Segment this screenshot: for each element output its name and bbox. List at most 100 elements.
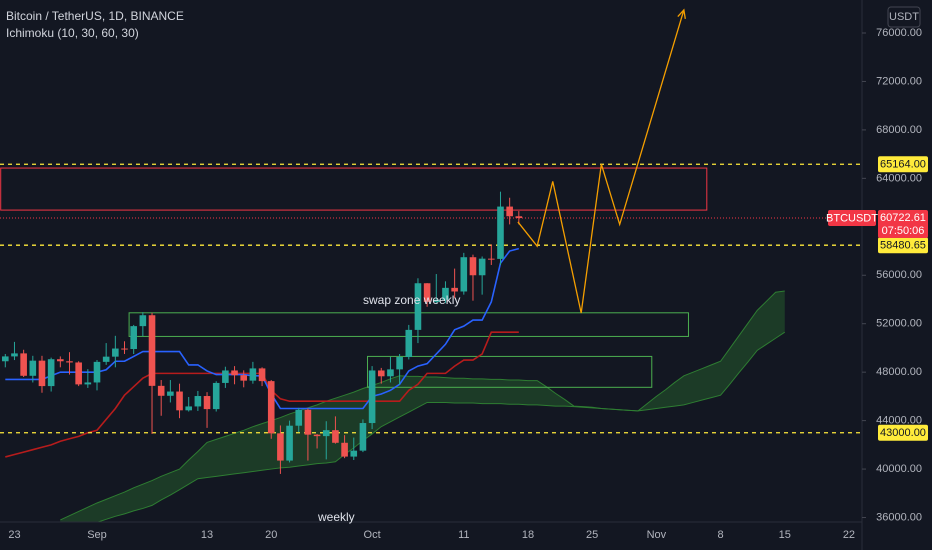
currency-box[interactable] — [887, 6, 921, 28]
candle-body — [350, 450, 358, 457]
annotation: weekly — [317, 510, 355, 524]
y-tick-label: 64000.00 — [876, 172, 922, 184]
candle-body — [258, 368, 266, 382]
candle-body — [240, 375, 248, 381]
candle-body — [313, 434, 321, 437]
candle-body — [359, 423, 367, 451]
candle-body — [249, 368, 257, 381]
candle-body — [66, 361, 73, 363]
x-tick-label: 8 — [717, 529, 723, 541]
symbol-label: BTCUSDT — [826, 212, 878, 224]
price-tag — [878, 424, 928, 441]
candle-body — [286, 425, 293, 461]
candle-body — [497, 206, 504, 259]
candle-body — [167, 391, 174, 396]
candle-body — [515, 216, 523, 219]
projection-path — [517, 9, 685, 314]
candle-body — [194, 396, 202, 407]
y-tick-label: 52000.00 — [876, 318, 922, 330]
zone-box — [0, 167, 708, 211]
price-tag — [878, 210, 928, 239]
candle-body — [396, 357, 403, 370]
candle-body — [332, 430, 339, 443]
x-tick-label: 18 — [522, 529, 534, 541]
candle-body — [304, 409, 312, 435]
candle-body — [148, 315, 156, 386]
candle-body — [139, 315, 147, 327]
candle-body — [57, 359, 64, 362]
y-tick-label: 56000.00 — [876, 269, 922, 281]
price-tag-label: 43000.00 — [880, 427, 926, 439]
plot-area — [0, 8, 862, 522]
price-tag-label: 58480.65 — [880, 240, 926, 252]
x-tick-label: 20 — [265, 529, 277, 541]
projection-arrowhead — [677, 8, 686, 19]
cloud-edge — [60, 290, 785, 521]
candle-body — [2, 356, 9, 362]
x-tick-label: Nov — [647, 529, 667, 541]
candle-body — [432, 299, 440, 302]
candle-body — [469, 257, 477, 276]
candle-body — [377, 370, 385, 377]
candle-body — [29, 360, 37, 376]
candle-body — [423, 283, 431, 302]
y-tick-label: 72000.00 — [876, 75, 922, 87]
candle-body — [185, 406, 192, 411]
candle-body — [442, 287, 449, 300]
candle-body — [267, 381, 275, 434]
x-tick-label: 11 — [458, 529, 469, 541]
candle-body — [38, 360, 46, 387]
candle-body — [157, 385, 165, 396]
candle-body — [75, 362, 82, 385]
candle-body — [231, 370, 238, 376]
candle-body — [414, 283, 422, 330]
price-tag-label: 65164.00 — [880, 159, 926, 171]
zone-box — [367, 355, 653, 388]
candle-body — [130, 326, 137, 350]
candle-body — [176, 391, 183, 411]
y-tick-label: 68000.00 — [876, 124, 922, 136]
x-tick-label: 23 — [8, 529, 20, 541]
candle-body — [102, 356, 110, 362]
price-tag — [878, 237, 928, 254]
x-tick-label: 15 — [779, 529, 791, 541]
candle-body — [451, 287, 458, 292]
x-tick-label: 25 — [586, 529, 598, 541]
candle-body — [112, 348, 119, 357]
candle-body — [84, 382, 92, 385]
y-tick-label: 48000.00 — [876, 366, 922, 378]
candle-body — [222, 370, 229, 383]
chart-title: Bitcoin / TetherUS, 1D, BINANCE — [6, 9, 184, 23]
y-tick-label: 76000.00 — [876, 27, 922, 39]
candle-body — [478, 258, 486, 276]
x-tick-label: Oct — [364, 529, 381, 541]
candle-body — [47, 359, 55, 387]
ichimoku-cloud — [60, 291, 785, 522]
currency: USDT — [889, 11, 919, 23]
annotation: swap zone weekly — [363, 293, 460, 307]
price-tag-label: 60722.61 — [880, 212, 926, 224]
x-tick-label: 22 — [843, 529, 855, 541]
y-tick-label: 44000.00 — [876, 415, 922, 427]
candle-body — [405, 329, 413, 358]
x-tick-label: Sep — [87, 529, 107, 541]
price-tag — [878, 156, 928, 173]
y-tick-label: 36000.00 — [876, 511, 922, 523]
candle-body — [341, 442, 348, 457]
candle-body — [277, 433, 284, 461]
candle-body — [368, 370, 376, 424]
candle-body — [295, 409, 303, 426]
symbol-tag — [828, 210, 876, 227]
candle-body — [460, 257, 468, 292]
y-tick-label: 40000.00 — [876, 463, 922, 475]
candle-body — [387, 369, 394, 377]
candle-body — [506, 206, 513, 217]
indicator-label: Ichimoku (10, 30, 60, 30) — [6, 26, 139, 40]
candle-body — [488, 258, 495, 260]
candle-body — [212, 382, 220, 410]
candle-body — [93, 361, 101, 383]
candle-body — [322, 430, 330, 437]
x-tick-label: 13 — [201, 529, 213, 541]
